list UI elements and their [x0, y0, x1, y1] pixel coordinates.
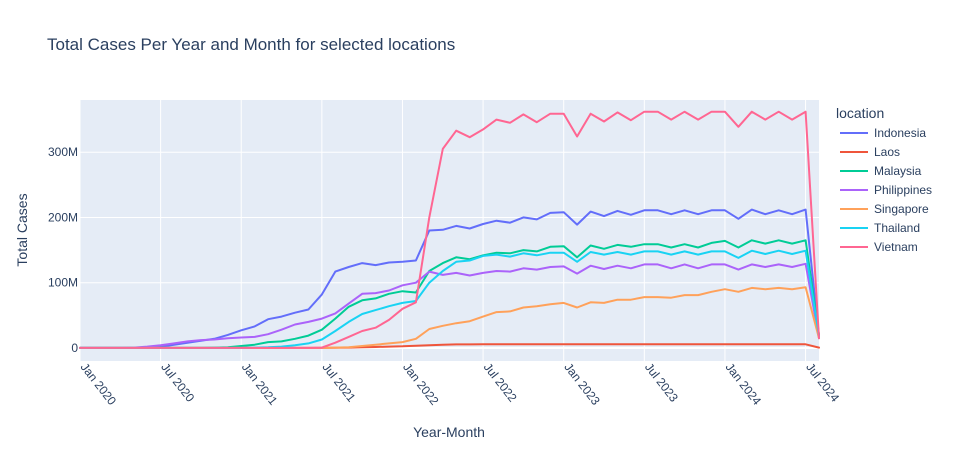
y-tick-label: 100M — [48, 276, 78, 290]
y-tick-label: 200M — [48, 210, 78, 224]
legend-label: Thailand — [874, 221, 920, 235]
legend-label: Indonesia — [874, 126, 926, 140]
x-axis-label: Year-Month — [413, 424, 485, 440]
legend-item-indonesia[interactable]: Indonesia — [840, 126, 926, 140]
y-axis-label: Total Cases — [14, 193, 30, 266]
chart-title: Total Cases Per Year and Month for selec… — [47, 35, 455, 54]
legend-label: Philippines — [874, 183, 932, 197]
legend-item-singapore[interactable]: Singapore — [840, 202, 929, 216]
legend-items: Indonesia Laos Malaysia Philippines Singapor… — [840, 126, 932, 254]
y-tick-label: 300M — [48, 145, 78, 159]
legend-item-vietnam[interactable]: Vietnam — [840, 240, 918, 254]
legend-title: location — [836, 105, 884, 121]
legend-item-malaysia[interactable]: Malaysia — [840, 164, 922, 178]
legend-label: Singapore — [874, 202, 929, 216]
series-line-philippines[interactable] — [79, 262, 820, 349]
legend-item-philippines[interactable]: Philippines — [840, 183, 932, 197]
legend-label: Laos — [874, 145, 900, 159]
y-axis-ticks: 0 100M 200M 300M — [48, 145, 78, 355]
series-line-vietnam[interactable] — [79, 110, 820, 349]
legend-item-thailand[interactable]: Thailand — [840, 221, 920, 235]
legend-label: Vietnam — [874, 240, 918, 254]
legend: location Indonesia Laos Malaysia Philippine… — [836, 105, 932, 254]
series-lines — [79, 110, 820, 349]
y-tick-label: 0 — [71, 341, 78, 355]
legend-label: Malaysia — [874, 164, 922, 178]
plot-area — [80, 100, 819, 361]
legend-item-laos[interactable]: Laos — [840, 145, 900, 159]
